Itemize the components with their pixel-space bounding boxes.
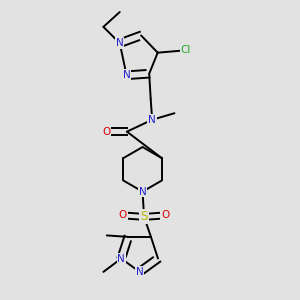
Text: N: N <box>116 38 124 48</box>
Text: N: N <box>148 115 156 125</box>
Text: O: O <box>102 127 110 136</box>
Text: O: O <box>161 210 169 220</box>
Text: N: N <box>139 187 146 196</box>
Text: N: N <box>136 267 143 277</box>
Text: Cl: Cl <box>181 45 191 55</box>
Text: N: N <box>117 254 125 263</box>
Text: N: N <box>123 70 130 80</box>
Text: S: S <box>140 210 148 224</box>
Text: O: O <box>118 210 127 220</box>
